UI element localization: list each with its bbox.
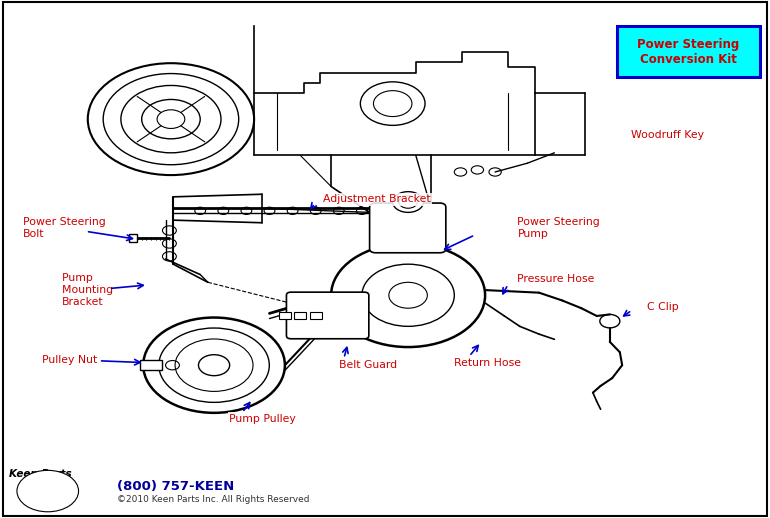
FancyBboxPatch shape	[286, 292, 369, 339]
Bar	[294, 312, 306, 319]
Text: Woodruff Key: Woodruff Key	[631, 130, 705, 140]
Circle shape	[199, 355, 229, 376]
Text: ©2010 Keen Parts Inc. All Rights Reserved: ©2010 Keen Parts Inc. All Rights Reserve…	[117, 495, 310, 505]
Circle shape	[393, 192, 424, 212]
Text: Pump Pulley: Pump Pulley	[229, 413, 296, 424]
Text: C Clip: C Clip	[647, 301, 678, 312]
Bar	[129, 234, 137, 242]
Circle shape	[17, 470, 79, 512]
Text: Power Steering 
Pump: Power Steering Pump	[517, 217, 604, 239]
Text: (800) 757-KEEN: (800) 757-KEEN	[117, 480, 234, 494]
Text: Adjustment Bracket: Adjustment Bracket	[323, 194, 431, 205]
Text: Power Steering
Conversion Kit: Power Steering Conversion Kit	[638, 38, 739, 66]
Text: Belt Guard: Belt Guard	[339, 360, 397, 370]
Text: Pressure Hose: Pressure Hose	[517, 274, 594, 284]
Text: Keen Parts: Keen Parts	[9, 469, 72, 479]
Text: Pump 
Mounting 
Bracket: Pump Mounting Bracket	[62, 274, 116, 307]
FancyBboxPatch shape	[617, 26, 760, 77]
FancyBboxPatch shape	[370, 203, 446, 253]
Bar	[140, 360, 162, 370]
Text: Pulley Nut: Pulley Nut	[42, 355, 98, 365]
Bar	[310, 312, 322, 319]
Bar	[279, 312, 291, 319]
Text: Return Hose: Return Hose	[454, 357, 521, 368]
Text: Power Steering 
Bolt: Power Steering Bolt	[23, 217, 109, 239]
